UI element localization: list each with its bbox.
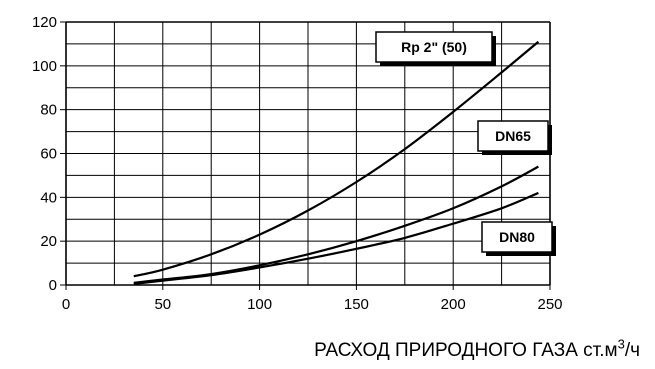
- x-tick-label: 100: [247, 296, 272, 313]
- series-label-box: [375, 31, 493, 63]
- tick-labels: 0 20 40 60 80 100 120 0 50 100 150 200 250: [32, 14, 563, 313]
- x-axis-label-main: РАСХОД ПРИРОДНОГО ГАЗА ст.м: [314, 340, 618, 361]
- series-label-box: [477, 120, 549, 152]
- y-tick-label: 80: [40, 102, 57, 119]
- series-line-dn80: [133, 191, 539, 285]
- series-labels: Rp 2" (50) DN65 DN80: [375, 31, 556, 256]
- y-tick-label: 120: [32, 14, 57, 31]
- series-lines: [133, 40, 540, 285]
- y-tick-label: 100: [32, 58, 57, 75]
- series-label-text: Rp 2" (50): [401, 39, 467, 55]
- y-tick-label: 60: [40, 146, 57, 163]
- x-axis-label-suffix: /ч: [624, 340, 640, 361]
- x-tick-label: 0: [62, 296, 70, 313]
- series-line-rp2-50: [133, 40, 540, 278]
- series-label-text: DN65: [495, 128, 531, 144]
- x-tick-label: 200: [441, 296, 466, 313]
- series-line-dn65: [133, 165, 539, 284]
- series-label-dn80: DN80: [481, 221, 556, 256]
- series-label-rp2-50: Rp 2" (50): [375, 31, 496, 66]
- x-axis-label-superscript: 3: [617, 336, 625, 352]
- x-tick-label: 250: [537, 296, 562, 313]
- series-label-text: DN80: [499, 229, 535, 245]
- series-label-dn65: DN65: [477, 120, 552, 155]
- x-tick-label: 150: [344, 296, 369, 313]
- x-tick-label: 50: [154, 296, 171, 313]
- y-tick-label: 40: [40, 189, 57, 206]
- series-label-box: [481, 221, 553, 253]
- y-tick-label: 20: [40, 233, 57, 250]
- y-tick-label: 0: [49, 277, 57, 294]
- x-axis-label: РАСХОД ПРИРОДНОГО ГАЗА ст.м3/ч: [200, 336, 640, 362]
